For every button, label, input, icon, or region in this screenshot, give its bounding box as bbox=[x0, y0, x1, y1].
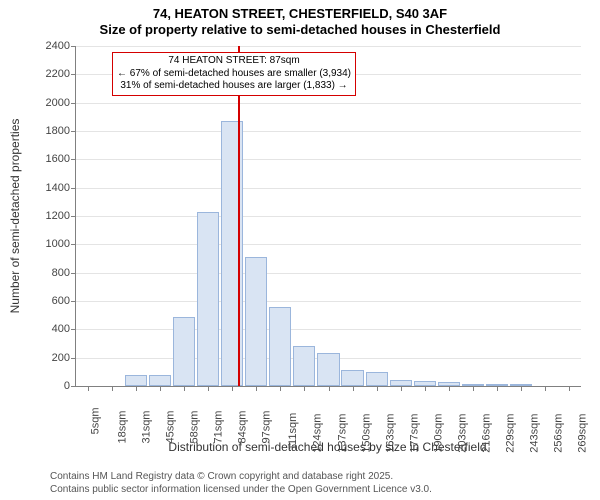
histogram-bar bbox=[125, 375, 147, 386]
x-tick-mark bbox=[160, 386, 161, 391]
x-tick-label: 111sqm bbox=[283, 413, 299, 451]
x-tick-mark bbox=[112, 386, 113, 391]
y-tick-label: 1800 bbox=[46, 125, 76, 137]
title-line-1: 74, HEATON STREET, CHESTERFIELD, S40 3AF bbox=[0, 6, 600, 22]
annotation-box: 74 HEATON STREET: 87sqm ← 67% of semi-de… bbox=[112, 52, 356, 96]
grid-line bbox=[76, 188, 581, 189]
x-tick-label: 71sqm bbox=[209, 411, 225, 444]
reference-line bbox=[238, 46, 240, 386]
histogram-bar bbox=[438, 382, 460, 386]
x-tick-mark bbox=[449, 386, 450, 391]
x-tick-mark bbox=[425, 386, 426, 391]
histogram-bar bbox=[414, 381, 436, 386]
x-tick-mark bbox=[136, 386, 137, 391]
x-tick-label: 216sqm bbox=[476, 414, 492, 453]
annotation-line-2: ← 67% of semi-detached houses are smalle… bbox=[117, 68, 351, 81]
x-tick-label: 163sqm bbox=[380, 414, 396, 453]
annotation-line-1: 74 HEATON STREET: 87sqm bbox=[117, 55, 351, 68]
x-tick-mark bbox=[545, 386, 546, 391]
grid-line bbox=[76, 329, 581, 330]
x-tick-label: 190sqm bbox=[428, 414, 444, 453]
x-tick-mark bbox=[473, 386, 474, 391]
footer-attribution: Contains HM Land Registry data © Crown c… bbox=[50, 471, 432, 496]
annotation-line-3: 31% of semi-detached houses are larger (… bbox=[117, 80, 351, 93]
grid-line bbox=[76, 216, 581, 217]
x-tick-mark bbox=[184, 386, 185, 391]
histogram-bar bbox=[149, 375, 171, 386]
x-tick-mark bbox=[569, 386, 570, 391]
plot-area: 74 HEATON STREET: 87sqm ← 67% of semi-de… bbox=[75, 46, 581, 387]
y-tick-label: 400 bbox=[52, 323, 76, 335]
x-tick-label: 269sqm bbox=[573, 414, 589, 453]
x-tick-label: 229sqm bbox=[500, 414, 516, 453]
chart-title: 74, HEATON STREET, CHESTERFIELD, S40 3AF… bbox=[0, 0, 600, 39]
y-tick-label: 800 bbox=[52, 267, 76, 279]
y-tick-label: 200 bbox=[52, 352, 76, 364]
y-tick-label: 1400 bbox=[46, 182, 76, 194]
histogram-bar bbox=[317, 353, 339, 386]
x-tick-mark bbox=[497, 386, 498, 391]
x-tick-label: 18sqm bbox=[113, 411, 129, 444]
x-tick-label: 256sqm bbox=[548, 414, 564, 453]
x-tick-mark bbox=[88, 386, 89, 391]
y-tick-label: 1600 bbox=[46, 153, 76, 165]
y-tick-label: 0 bbox=[64, 380, 76, 392]
x-tick-label: 31sqm bbox=[137, 411, 153, 444]
grid-line bbox=[76, 103, 581, 104]
footer-line-1: Contains HM Land Registry data © Crown c… bbox=[50, 471, 432, 484]
histogram-bar bbox=[486, 384, 508, 386]
x-tick-mark bbox=[353, 386, 354, 391]
x-tick-label: 177sqm bbox=[404, 414, 420, 453]
histogram-bar bbox=[245, 257, 267, 386]
x-tick-label: 58sqm bbox=[185, 411, 201, 444]
y-tick-label: 1000 bbox=[46, 238, 76, 250]
grid-line bbox=[76, 273, 581, 274]
y-axis-label: Number of semi-detached properties bbox=[8, 119, 22, 314]
histogram-bar bbox=[197, 212, 219, 386]
x-tick-mark bbox=[232, 386, 233, 391]
grid-line bbox=[76, 46, 581, 47]
histogram-bar bbox=[462, 384, 484, 386]
x-tick-mark bbox=[256, 386, 257, 391]
x-tick-mark bbox=[208, 386, 209, 391]
grid-line bbox=[76, 159, 581, 160]
histogram-bar bbox=[173, 317, 195, 386]
chart-container: 74, HEATON STREET, CHESTERFIELD, S40 3AF… bbox=[0, 0, 600, 500]
grid-line bbox=[76, 244, 581, 245]
x-tick-mark bbox=[521, 386, 522, 391]
y-tick-label: 2400 bbox=[46, 40, 76, 52]
x-tick-label: 5sqm bbox=[85, 407, 101, 434]
x-tick-label: 243sqm bbox=[524, 414, 540, 453]
histogram-bar bbox=[510, 384, 532, 386]
x-tick-mark bbox=[280, 386, 281, 391]
histogram-bar bbox=[341, 370, 363, 386]
x-tick-label: 45sqm bbox=[161, 411, 177, 444]
x-tick-mark bbox=[329, 386, 330, 391]
title-line-2: Size of property relative to semi-detach… bbox=[0, 22, 600, 38]
histogram-bar bbox=[221, 121, 243, 386]
histogram-bar bbox=[269, 307, 291, 386]
x-tick-label: 137sqm bbox=[332, 414, 348, 453]
x-tick-label: 124sqm bbox=[308, 414, 324, 453]
y-tick-label: 600 bbox=[52, 295, 76, 307]
x-tick-label: 97sqm bbox=[257, 411, 273, 444]
x-tick-mark bbox=[401, 386, 402, 391]
grid-line bbox=[76, 131, 581, 132]
x-tick-mark bbox=[304, 386, 305, 391]
x-tick-mark bbox=[377, 386, 378, 391]
grid-line bbox=[76, 301, 581, 302]
histogram-bar bbox=[366, 372, 388, 386]
y-tick-label: 2000 bbox=[46, 97, 76, 109]
histogram-bar bbox=[390, 380, 412, 386]
y-tick-label: 1200 bbox=[46, 210, 76, 222]
footer-line-2: Contains public sector information licen… bbox=[50, 484, 432, 497]
x-tick-label: 84sqm bbox=[233, 411, 249, 444]
x-tick-label: 150sqm bbox=[356, 414, 372, 453]
y-tick-label: 2200 bbox=[46, 68, 76, 80]
histogram-bar bbox=[293, 346, 315, 386]
x-tick-label: 203sqm bbox=[452, 414, 468, 453]
